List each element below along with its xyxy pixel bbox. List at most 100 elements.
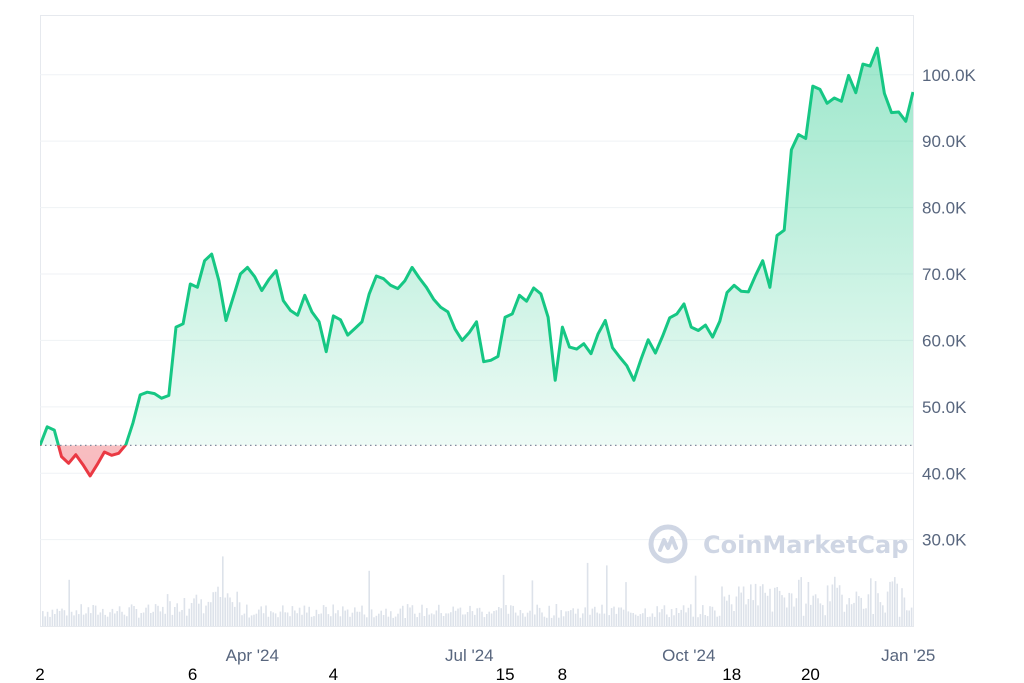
- volume-bar: [807, 582, 810, 626]
- volume-bar: [411, 605, 414, 626]
- y-tick-label: 70.0K: [922, 265, 967, 284]
- volume-bar: [162, 606, 164, 626]
- volume-bar: [495, 610, 498, 626]
- volume-bar: [838, 585, 841, 626]
- volume-bar: [478, 607, 481, 626]
- volume-bar: [603, 613, 606, 626]
- volume-bar: [877, 593, 879, 626]
- volume-bar: [392, 617, 394, 626]
- volume-bar: [783, 597, 786, 626]
- plot-frame: [40, 15, 914, 627]
- volume-bar: [682, 605, 685, 626]
- volume-bar: [394, 616, 397, 626]
- volume-bar: [42, 611, 44, 626]
- volume-bar: [102, 608, 104, 626]
- volume-bar: [745, 604, 747, 626]
- volume-bar: [181, 610, 183, 626]
- volume-bar: [764, 592, 766, 626]
- volume-bar: [906, 610, 908, 626]
- watermark: CoinMarketCap: [648, 524, 908, 564]
- volume-bar: [567, 611, 570, 626]
- volume-bar: [116, 611, 118, 626]
- volume-bar: [222, 556, 224, 626]
- volume-bar: [147, 604, 150, 626]
- volume-bar: [140, 613, 142, 626]
- volume-bar: [903, 597, 906, 626]
- volume-bar: [301, 614, 303, 626]
- volume-bar: [92, 605, 94, 626]
- volume-bar: [742, 586, 745, 626]
- volume-bar: [826, 585, 829, 626]
- volume-bar: [344, 610, 346, 626]
- volume-bar: [570, 610, 572, 626]
- volume-bar: [318, 614, 320, 626]
- y-tick-label: 60.0K: [922, 331, 967, 350]
- volume-bar: [164, 613, 166, 626]
- volume-bar: [418, 612, 421, 626]
- volume-bar: [853, 602, 855, 626]
- volume-bar: [294, 610, 296, 626]
- volume-bar: [320, 613, 322, 626]
- volume-bar: [466, 612, 469, 626]
- volume-bar: [781, 595, 783, 626]
- volume-bar: [553, 615, 555, 626]
- volume-bar: [795, 598, 798, 626]
- volume-bar: [373, 617, 375, 626]
- volume-bar: [63, 610, 66, 626]
- volume-bar: [399, 608, 402, 626]
- volume-bar: [186, 615, 188, 626]
- volume-bar: [80, 604, 82, 626]
- volume-bar: [435, 610, 438, 626]
- y-tick-label: 90.0K: [922, 132, 967, 151]
- volume-bar: [517, 615, 519, 626]
- volume-bar: [514, 612, 517, 626]
- volume-bar: [114, 613, 116, 626]
- volume-bar: [454, 610, 457, 626]
- volume-bar: [61, 608, 63, 626]
- volume-bar: [574, 613, 577, 626]
- volume-bar: [464, 614, 466, 626]
- volume-bar: [349, 616, 351, 626]
- volume-bar: [387, 616, 390, 626]
- volume-bar: [526, 612, 529, 626]
- x-tick-label: Oct '24: [662, 646, 715, 665]
- volume-bar: [289, 616, 291, 626]
- x-secondary-tick-label: 2: [35, 665, 44, 683]
- volume-bar: [622, 609, 625, 626]
- volume-bar: [608, 615, 610, 626]
- volume-bar: [272, 612, 274, 626]
- volume-bar: [718, 615, 721, 626]
- volume-bar: [111, 608, 114, 626]
- volume-bar: [351, 612, 354, 626]
- volume-bar: [874, 581, 877, 626]
- volume-bar: [733, 611, 735, 626]
- volume-bar: [694, 575, 697, 626]
- volume-bar: [207, 601, 210, 626]
- volume-bar: [738, 586, 740, 626]
- volume-bar: [709, 606, 711, 626]
- volume-bar: [524, 616, 526, 626]
- volume-bar: [598, 613, 601, 626]
- volume-bar: [819, 603, 822, 626]
- volume-bar: [332, 604, 334, 626]
- volume-bar: [178, 611, 181, 626]
- volume-bar: [771, 611, 774, 626]
- volume-bar: [855, 591, 858, 626]
- volume-bar: [661, 609, 663, 626]
- volume-bar: [805, 603, 807, 626]
- volume-bar: [354, 607, 356, 626]
- volume-bar: [346, 609, 349, 626]
- volume-bar: [610, 608, 613, 626]
- price-line-up: [40, 46, 914, 446]
- volume-bar: [646, 617, 649, 626]
- volume-bar: [687, 607, 690, 626]
- volume-bar: [747, 599, 750, 626]
- volume-bar: [214, 591, 217, 626]
- volume-bar: [279, 611, 282, 626]
- volume-bar: [735, 596, 738, 626]
- volume-bar: [486, 614, 488, 626]
- volume-bar: [430, 613, 433, 626]
- volume-bar: [121, 611, 123, 626]
- volume-bar: [440, 613, 442, 626]
- volume-bar: [123, 614, 126, 626]
